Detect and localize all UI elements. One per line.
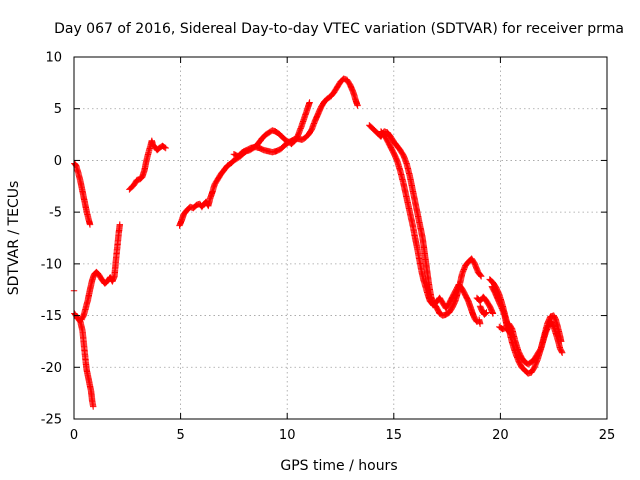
y-tick-label: -15 <box>41 309 62 324</box>
data-point <box>116 221 123 228</box>
data-point <box>354 102 361 109</box>
grid-lines <box>74 57 607 419</box>
x-tick-labels: 0 5 10 15 20 25 <box>70 428 615 443</box>
x-tick-label: 20 <box>492 428 509 443</box>
y-tick-label: 0 <box>54 154 62 169</box>
x-tick-label: 10 <box>279 428 296 443</box>
data-point <box>161 144 168 151</box>
axis-ticks <box>73 56 608 420</box>
y-tick-label: -10 <box>41 257 62 272</box>
data-point <box>489 310 497 317</box>
data-point <box>508 331 515 338</box>
y-tick-label: 10 <box>45 51 62 66</box>
data-point <box>306 99 313 106</box>
x-tick-label: 15 <box>386 428 403 443</box>
x-tick-label: 25 <box>599 428 616 443</box>
x-tick-label: 5 <box>176 428 184 443</box>
data-point <box>162 144 169 152</box>
data-point <box>478 273 485 280</box>
data-point <box>523 368 530 376</box>
data-point <box>482 310 489 317</box>
data-point <box>90 403 97 410</box>
y-tick-label: -20 <box>41 361 62 376</box>
y-tick-labels: -25 -20 -15 -10 -5 0 5 10 <box>41 51 62 428</box>
data-point <box>476 320 484 327</box>
data-point <box>477 272 484 279</box>
data-points <box>70 75 566 410</box>
x-axis-label: GPS time / hours <box>280 458 397 474</box>
y-axis-label: SDTVAR / TECUs <box>6 181 22 296</box>
data-point <box>508 332 516 339</box>
data-point <box>86 221 94 228</box>
data-point <box>481 310 489 317</box>
data-point <box>507 330 514 337</box>
plot-frame <box>73 56 608 420</box>
data-point <box>559 349 566 356</box>
y-tick-label: 5 <box>54 102 62 117</box>
y-tick-label: -25 <box>41 413 62 428</box>
chart-title: Day 067 of 2016, Sidereal Day-to-day VTE… <box>54 21 624 37</box>
y-tick-label: -5 <box>49 206 62 221</box>
data-point <box>483 309 490 316</box>
x-tick-label: 0 <box>70 428 78 443</box>
